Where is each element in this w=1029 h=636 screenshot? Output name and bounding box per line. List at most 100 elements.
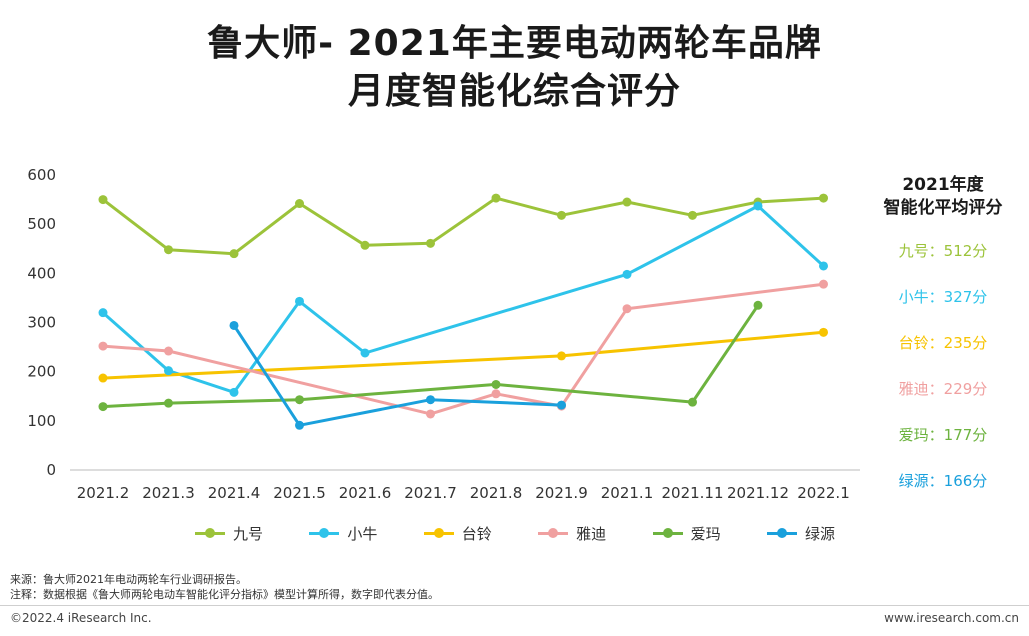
y-tick-label: 500 — [27, 215, 56, 233]
data-point — [164, 366, 173, 376]
series-line-4 — [102, 304, 760, 409]
x-tick-label: 2021.12 — [727, 484, 789, 502]
data-point — [426, 395, 435, 405]
legend-swatch-icon — [538, 526, 569, 540]
data-point — [164, 346, 173, 356]
avg-score-jiuhao: 九号：512分 — [898, 242, 988, 260]
avg-score-aima: 爱玛：177分 — [898, 426, 988, 444]
data-point — [491, 193, 501, 203]
legend-swatch-icon — [423, 526, 454, 540]
legend-item-tailing: 台铃 — [423, 523, 492, 544]
x-tick-label: 2022.1 — [797, 484, 850, 502]
x-tick-label: 2021.3 — [142, 484, 195, 502]
y-tick-label: 100 — [27, 412, 56, 430]
legend-swatch-icon — [309, 526, 340, 540]
data-point — [491, 379, 501, 389]
avg-heading-line1: 2021年度 — [902, 175, 984, 195]
legend-item-lvyuan: 绿源 — [766, 523, 835, 544]
data-point — [426, 238, 435, 248]
y-tick-label: 300 — [27, 314, 56, 332]
data-point — [819, 327, 828, 337]
data-point — [164, 245, 173, 255]
series-points — [98, 193, 828, 430]
data-point — [819, 193, 828, 203]
data-point — [622, 269, 632, 279]
data-point — [819, 279, 828, 289]
chart-title-line1: 鲁大师- 2021年主要电动两轮车品牌 — [207, 23, 822, 64]
y-axis-ticks: 0 100 200 300 400 500 600 — [27, 166, 56, 479]
series-line-5 — [232, 324, 562, 427]
remark-note: 注释：数据根据《鲁大师两轮电动车智能化评分指标》模型计算所得，数字即代表分值。 — [10, 588, 439, 601]
x-tick-label: 2021.9 — [535, 484, 588, 502]
avg-score-yadi: 雅迪：229分 — [898, 380, 988, 398]
legend-item-yadi: 雅迪 — [538, 523, 606, 544]
legend-label: 九号 — [233, 524, 264, 543]
series-line-3 — [102, 282, 824, 416]
data-point — [557, 400, 566, 410]
data-point — [753, 300, 763, 310]
legend-label: 爱玛 — [690, 524, 721, 543]
data-point — [229, 387, 239, 397]
x-tick-label: 2021.11 — [661, 484, 723, 502]
legend-item-jiuhao: 九号 — [195, 523, 263, 544]
avg-score-tailing: 台铃：235分 — [898, 334, 988, 352]
data-point — [229, 320, 239, 330]
footer-copyright: ©2022.4 iResearch Inc. — [10, 611, 152, 625]
series-line-2 — [102, 330, 824, 380]
data-point — [295, 296, 304, 306]
x-tick-label: 2021.1 — [601, 484, 654, 502]
data-point — [622, 197, 632, 207]
y-tick-label: 200 — [27, 363, 56, 381]
legend-item-aima: 爱玛 — [652, 523, 721, 544]
series-lines — [102, 196, 825, 427]
x-axis-ticks: 2021.2 2021.3 2021.4 2021.5 2021.6 2021.7 2021… — [77, 484, 850, 502]
avg-score-lvyuan: 绿源：166分 — [898, 472, 988, 490]
y-tick-label: 400 — [27, 264, 56, 282]
data-point — [688, 397, 697, 407]
legend-label: 台铃 — [461, 524, 492, 543]
data-point — [229, 249, 239, 259]
data-point — [98, 402, 108, 412]
legend-swatch-icon — [652, 526, 683, 540]
legend-item-xiaoniu: 小牛 — [309, 523, 377, 544]
data-point — [819, 261, 828, 271]
legend-label: 小牛 — [347, 524, 378, 543]
data-point — [164, 398, 173, 408]
data-point — [491, 389, 501, 399]
x-tick-label: 2021.8 — [470, 484, 523, 502]
data-point — [98, 308, 108, 318]
legend-label: 雅迪 — [576, 524, 607, 543]
data-point — [295, 199, 304, 209]
data-point — [622, 304, 632, 314]
y-tick-label: 0 — [46, 461, 56, 479]
footer-website: www.iresearch.com.cn — [884, 611, 1019, 625]
data-point — [688, 210, 697, 220]
data-point — [295, 395, 304, 405]
legend-swatch-icon — [766, 526, 797, 540]
series-line-0 — [102, 196, 824, 256]
x-tick-label: 2021.2 — [77, 484, 130, 502]
x-tick-label: 2021.5 — [273, 484, 326, 502]
data-point — [360, 240, 370, 250]
data-point — [557, 351, 566, 361]
chart-legend: 九号 小牛 台铃 雅迪 爱玛 绿源 — [195, 521, 835, 545]
avg-heading-line2: 智能化平均评分 — [883, 198, 1003, 218]
data-point — [557, 210, 566, 220]
data-point — [98, 341, 108, 351]
x-tick-label: 2021.6 — [339, 484, 392, 502]
data-point — [360, 348, 370, 358]
x-tick-label: 2021.4 — [208, 484, 261, 502]
data-point — [753, 201, 763, 211]
chart-title-line2: 月度智能化综合评分 — [347, 71, 681, 112]
avg-score-xiaoniu: 小牛：327分 — [898, 288, 988, 306]
data-point — [98, 373, 108, 383]
data-point — [98, 195, 108, 205]
legend-swatch-icon — [195, 526, 225, 540]
legend-label: 绿源 — [804, 524, 835, 543]
data-point — [295, 420, 304, 430]
footer-divider — [0, 605, 1029, 606]
y-tick-label: 600 — [27, 166, 56, 184]
source-note: 来源：鲁大师2021年电动两轮车行业调研报告。 — [10, 573, 247, 586]
line-chart: 0 100 200 300 400 500 600 2021.2 2021.3 2021.4 20… — [27, 166, 860, 502]
